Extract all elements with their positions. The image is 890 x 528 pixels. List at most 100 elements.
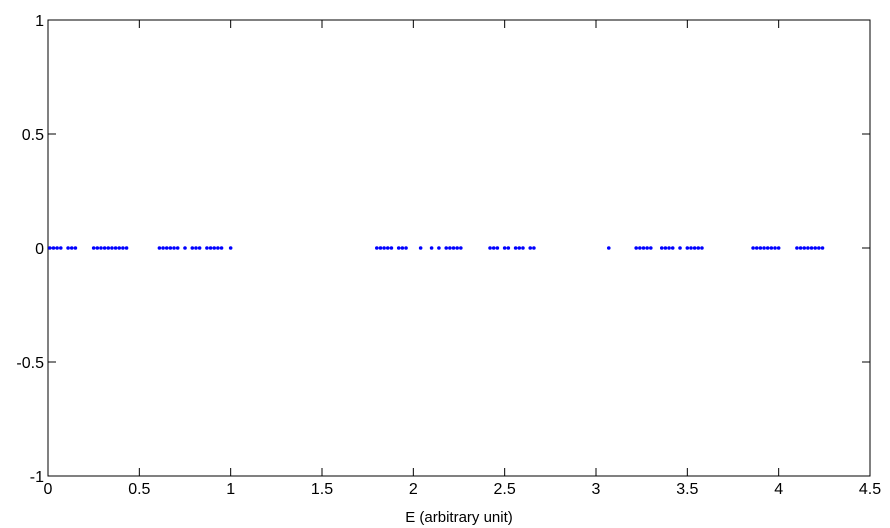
y-tick-label-1: -0.5 bbox=[16, 355, 44, 372]
data-point-0-3 bbox=[58, 246, 63, 250]
data-point-0-63 bbox=[645, 246, 649, 250]
data-point-0-77 bbox=[758, 246, 763, 250]
x-tick-label-1: 0.5 bbox=[128, 481, 150, 498]
data-point-0-16 bbox=[124, 246, 129, 250]
data-point-0-55 bbox=[517, 246, 522, 250]
data-point-0-13 bbox=[113, 246, 118, 250]
data-point-0-89 bbox=[817, 246, 821, 250]
data-point-0-29 bbox=[212, 246, 217, 250]
data-point-0-17 bbox=[157, 246, 162, 250]
data-point-0-67 bbox=[667, 246, 671, 250]
x-tick-label-6: 3 bbox=[592, 481, 601, 498]
data-point-0-43 bbox=[437, 246, 441, 250]
data-point-0-49 bbox=[488, 246, 492, 250]
data-point-0-7 bbox=[91, 246, 96, 250]
data-point-0-45 bbox=[448, 246, 452, 250]
data-point-0-15 bbox=[121, 246, 125, 250]
data-point-0-68 bbox=[670, 246, 675, 250]
y-tick-label-3: 0.5 bbox=[22, 127, 44, 144]
data-point-0-9 bbox=[99, 246, 103, 250]
data-point-0-21 bbox=[172, 246, 176, 250]
data-point-0-42 bbox=[429, 246, 434, 250]
data-point-0-31 bbox=[219, 246, 224, 250]
data-point-0-80 bbox=[769, 246, 774, 250]
data-point-0-10 bbox=[102, 246, 107, 250]
data-point-0-53 bbox=[506, 246, 511, 250]
data-point-0-71 bbox=[689, 246, 693, 250]
data-point-0-40 bbox=[404, 246, 408, 250]
data-point-0-18 bbox=[161, 246, 165, 250]
x-tick-label-9: 4.5 bbox=[859, 481, 881, 498]
data-point-0-19 bbox=[164, 246, 169, 250]
data-point-0-39 bbox=[400, 246, 405, 250]
x-tick-label-0: 0 bbox=[44, 481, 53, 498]
data-point-0-38 bbox=[396, 246, 401, 250]
data-point-0-8 bbox=[95, 246, 100, 250]
data-point-0-81 bbox=[773, 246, 777, 250]
data-point-0-64 bbox=[649, 246, 653, 250]
data-point-0-32 bbox=[228, 246, 233, 250]
data-point-0-61 bbox=[638, 246, 642, 250]
data-point-0-24 bbox=[190, 246, 195, 250]
data-point-0-11 bbox=[106, 246, 111, 250]
data-point-0-54 bbox=[513, 246, 518, 250]
x-tick-label-4: 2 bbox=[409, 481, 418, 498]
data-point-0-1 bbox=[51, 246, 56, 250]
data-point-0-33 bbox=[375, 246, 379, 250]
data-point-0-84 bbox=[798, 246, 803, 250]
x-axis-title: E (arbitrary unit) bbox=[405, 509, 513, 526]
data-point-0-75 bbox=[751, 246, 755, 250]
data-point-0-23 bbox=[183, 246, 187, 250]
data-point-0-30 bbox=[216, 246, 220, 250]
data-point-0-14 bbox=[117, 246, 122, 250]
data-point-0-37 bbox=[389, 246, 394, 250]
data-points bbox=[48, 246, 825, 250]
data-point-0-90 bbox=[820, 246, 825, 250]
data-point-0-62 bbox=[641, 246, 646, 250]
data-point-0-2 bbox=[55, 246, 59, 250]
y-tick-label-2: 0 bbox=[35, 241, 44, 258]
data-point-0-44 bbox=[444, 246, 449, 250]
data-point-0-4 bbox=[66, 246, 70, 250]
data-point-0-56 bbox=[521, 246, 525, 250]
data-point-0-83 bbox=[795, 246, 799, 250]
data-point-0-58 bbox=[532, 246, 536, 250]
y-tick-label-0: -1 bbox=[30, 469, 44, 486]
data-point-0-34 bbox=[378, 246, 383, 250]
data-point-0-59 bbox=[606, 246, 611, 250]
data-point-0-78 bbox=[762, 246, 766, 250]
data-point-0-70 bbox=[685, 246, 690, 250]
data-point-0-50 bbox=[491, 246, 496, 250]
data-point-0-79 bbox=[765, 246, 770, 250]
data-point-0-26 bbox=[197, 246, 202, 250]
data-point-0-85 bbox=[802, 246, 807, 250]
data-point-0-60 bbox=[634, 246, 638, 250]
data-point-0-5 bbox=[69, 246, 74, 250]
x-tick-label-7: 3.5 bbox=[676, 481, 698, 498]
data-point-0-52 bbox=[502, 246, 507, 250]
data-point-0-82 bbox=[776, 246, 781, 250]
data-point-0-87 bbox=[809, 246, 814, 250]
data-point-0-72 bbox=[692, 246, 697, 250]
x-tick-label-5: 2.5 bbox=[494, 481, 516, 498]
data-point-0-6 bbox=[73, 246, 78, 250]
data-point-0-41 bbox=[418, 246, 423, 250]
data-point-0-28 bbox=[208, 246, 213, 250]
data-point-0-22 bbox=[175, 246, 180, 250]
y-axis-ticks: -1 -0.5 0 0.5 1 bbox=[16, 13, 870, 486]
y-tick-label-4: 1 bbox=[35, 13, 44, 30]
x-tick-label-8: 4 bbox=[774, 481, 783, 498]
data-point-0-86 bbox=[806, 246, 810, 250]
x-tick-label-3: 1.5 bbox=[311, 481, 333, 498]
data-point-0-65 bbox=[659, 246, 664, 250]
x-tick-label-2: 1 bbox=[226, 481, 235, 498]
x-axis-ticks: 0 0.5 1 1.5 2 2.5 3 3.5 4 4.5 bbox=[44, 20, 881, 498]
data-point-0-25 bbox=[194, 246, 198, 250]
data-point-0-74 bbox=[700, 246, 704, 250]
data-point-0-88 bbox=[813, 246, 817, 250]
data-point-0-35 bbox=[382, 246, 386, 250]
data-point-0-69 bbox=[678, 246, 682, 250]
data-point-0-57 bbox=[528, 246, 533, 250]
data-point-0-27 bbox=[205, 246, 209, 250]
